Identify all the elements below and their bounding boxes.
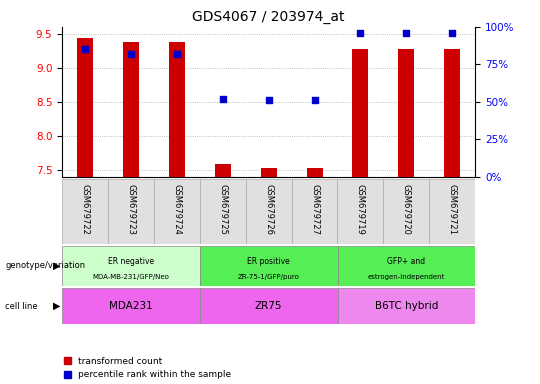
- Point: [310, 97, 319, 103]
- Text: GSM679720: GSM679720: [402, 184, 411, 235]
- Text: ZR75: ZR75: [255, 301, 282, 311]
- Legend: transformed count, percentile rank within the sample: transformed count, percentile rank withi…: [64, 357, 232, 379]
- Bar: [399, 49, 414, 177]
- Point: [218, 96, 227, 102]
- Title: GDS4067 / 203974_at: GDS4067 / 203974_at: [192, 10, 345, 25]
- Text: GSM679724: GSM679724: [172, 184, 181, 235]
- Bar: [154, 179, 200, 244]
- Bar: [200, 179, 246, 244]
- Text: MDA231: MDA231: [109, 301, 153, 311]
- Bar: [200, 246, 338, 286]
- Text: ER negative: ER negative: [108, 257, 154, 266]
- Bar: [200, 288, 338, 324]
- Text: ZR-75-1/GFP/puro: ZR-75-1/GFP/puro: [238, 274, 300, 280]
- Bar: [338, 288, 475, 324]
- Text: GSM679721: GSM679721: [448, 184, 457, 235]
- Text: ▶: ▶: [53, 261, 60, 271]
- Text: GFP+ and: GFP+ and: [387, 257, 426, 266]
- Bar: [62, 179, 108, 244]
- Text: MDA-MB-231/GFP/Neo: MDA-MB-231/GFP/Neo: [92, 274, 170, 280]
- Point: [172, 51, 181, 57]
- Bar: [62, 246, 200, 286]
- Text: estrogen-independent: estrogen-independent: [368, 274, 445, 280]
- Text: GSM679726: GSM679726: [264, 184, 273, 235]
- Bar: [307, 169, 322, 177]
- Point: [402, 30, 410, 36]
- Bar: [353, 49, 368, 177]
- Point: [448, 30, 456, 36]
- Text: GSM679723: GSM679723: [126, 184, 136, 235]
- Bar: [108, 179, 154, 244]
- Text: genotype/variation: genotype/variation: [5, 262, 85, 270]
- Point: [356, 30, 365, 36]
- Text: GSM679727: GSM679727: [310, 184, 319, 235]
- Point: [265, 97, 273, 103]
- Text: ER positive: ER positive: [247, 257, 290, 266]
- Point: [126, 51, 135, 57]
- Text: GSM679725: GSM679725: [218, 184, 227, 235]
- Text: ▶: ▶: [53, 301, 60, 311]
- Bar: [169, 42, 185, 177]
- Text: cell line: cell line: [5, 302, 38, 311]
- Bar: [261, 168, 276, 177]
- Bar: [338, 179, 383, 244]
- Point: [81, 46, 90, 53]
- Bar: [338, 246, 475, 286]
- Text: GSM679722: GSM679722: [80, 184, 90, 235]
- Bar: [215, 164, 231, 177]
- Text: B6TC hybrid: B6TC hybrid: [375, 301, 438, 311]
- Bar: [444, 49, 460, 177]
- Bar: [77, 38, 93, 177]
- Bar: [383, 179, 429, 244]
- Bar: [123, 42, 139, 177]
- Bar: [246, 179, 292, 244]
- Bar: [62, 288, 200, 324]
- Text: GSM679719: GSM679719: [356, 184, 365, 235]
- Bar: [429, 179, 475, 244]
- Bar: [292, 179, 338, 244]
